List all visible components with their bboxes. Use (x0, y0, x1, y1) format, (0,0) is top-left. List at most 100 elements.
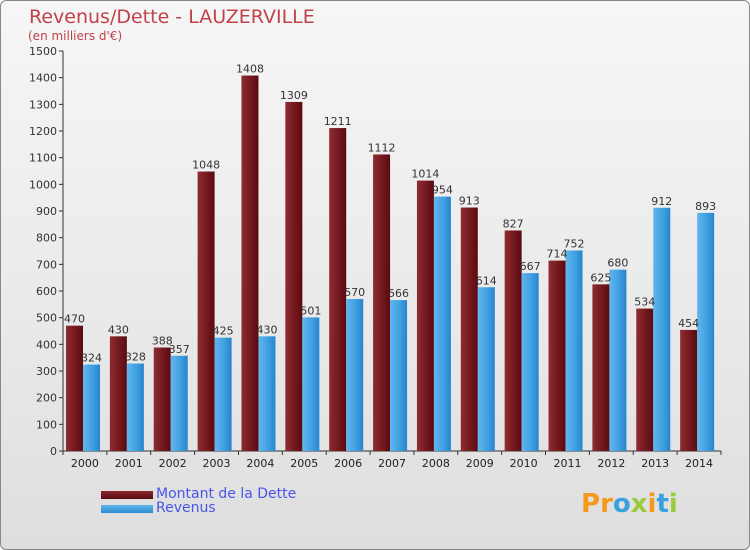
data-label-debt-2010: 827 (503, 217, 524, 230)
data-label-revenue-2013: 912 (651, 195, 672, 208)
data-label-debt-2005: 1309 (280, 89, 308, 102)
y-tick-label: 1400 (29, 72, 57, 85)
data-label-debt-2011: 714 (547, 248, 568, 261)
bar-debt-2006 (329, 128, 347, 452)
bar-debt-2014 (680, 329, 698, 451)
bar-debt-2004 (241, 75, 259, 452)
y-tick-label: 100 (36, 418, 57, 431)
y-tick-label: 1000 (29, 178, 57, 191)
bar-debt-2005 (285, 101, 303, 451)
chart-title: Revenus/Dette - LAUZERVILLE (29, 6, 315, 28)
x-tick-label: 2008 (422, 457, 450, 470)
legend-swatch-revenue (101, 505, 153, 513)
data-label-debt-2008: 1014 (411, 168, 439, 181)
data-label-revenue-2011: 752 (564, 237, 585, 250)
bar-revenue-2000 (83, 364, 100, 451)
x-tick-label: 2001 (115, 457, 143, 470)
y-tick-label: 500 (36, 312, 57, 325)
bar-revenue-2012 (609, 269, 627, 451)
bar-revenue-2002 (170, 355, 188, 451)
x-tick-label: 2003 (203, 457, 231, 470)
x-tick-label: 2012 (597, 457, 625, 470)
y-tick-label: 600 (36, 285, 57, 298)
bar-revenue-2013 (653, 207, 671, 451)
data-label-debt-2001: 430 (108, 323, 129, 336)
bar-debt-2001 (109, 336, 127, 451)
legend-swatch-debt (101, 491, 153, 499)
bar-debt-2008 (416, 180, 434, 451)
data-label-debt-2009: 913 (459, 195, 480, 208)
x-tick-label: 2011 (553, 457, 581, 470)
bar-revenue-2014 (697, 212, 715, 451)
data-label-debt-2002: 388 (152, 335, 173, 348)
y-tick-label: 300 (36, 365, 57, 378)
bar-debt-2007 (373, 154, 391, 451)
data-label-debt-2007: 1112 (368, 141, 396, 154)
data-label-revenue-2014: 893 (695, 200, 716, 213)
y-tick-label: 200 (36, 392, 57, 405)
y-tick-label: 0 (50, 445, 57, 458)
y-tick-label: 800 (36, 232, 57, 245)
chart-subtitle: (en milliers d'€) (28, 29, 123, 43)
proxiti-logo: Proxiti (581, 489, 678, 519)
data-label-debt-2000: 470 (64, 313, 85, 326)
x-tick-label: 2009 (466, 457, 494, 470)
bar-revenue-2003 (214, 337, 232, 451)
bar-debt-2012 (592, 284, 610, 451)
x-tick-label: 2005 (290, 457, 318, 470)
bar-debt-2011 (548, 260, 566, 451)
bar-revenue-2009 (477, 287, 495, 451)
data-label-revenue-2007: 566 (388, 287, 409, 300)
y-tick-label: 900 (36, 205, 57, 218)
legend-label-debt: Montant de la Dette (156, 486, 297, 502)
bar-debt-2009 (460, 207, 478, 451)
bar-revenue-2001 (126, 363, 144, 451)
bar-debt-2013 (636, 308, 654, 451)
data-label-revenue-2010: 667 (520, 260, 541, 273)
y-tick-label: 700 (36, 258, 57, 271)
legend-label-revenue: Revenus (156, 500, 216, 516)
bar-debt-2010 (504, 230, 522, 451)
bar-debt-2003 (197, 171, 215, 452)
data-label-revenue-2012: 680 (607, 257, 628, 270)
x-tick-label: 2004 (246, 457, 274, 470)
data-label-debt-2006: 1211 (324, 115, 352, 128)
x-tick-label: 2007 (378, 457, 406, 470)
data-label-debt-2004: 1408 (236, 63, 264, 76)
bar-debt-2000 (66, 325, 83, 451)
bar-revenue-2005 (302, 317, 320, 451)
data-label-revenue-2004: 430 (256, 323, 277, 336)
data-label-debt-2013: 534 (634, 296, 655, 309)
bar-revenue-2010 (521, 273, 539, 451)
data-label-revenue-2003: 425 (213, 325, 234, 338)
bar-revenue-2007 (390, 300, 408, 451)
y-tick-label: 1200 (29, 125, 57, 138)
y-tick-label: 1300 (29, 98, 57, 111)
data-label-revenue-2001: 328 (125, 351, 146, 364)
data-label-debt-2003: 1048 (192, 159, 220, 172)
bar-debt-2002 (153, 347, 171, 451)
data-label-debt-2014: 454 (678, 317, 699, 330)
bar-revenue-2008 (433, 196, 451, 451)
x-tick-label: 2014 (685, 457, 713, 470)
x-tick-label: 2000 (71, 457, 99, 470)
y-tick-label: 400 (36, 338, 57, 351)
x-tick-label: 2002 (159, 457, 187, 470)
x-tick-label: 2006 (334, 457, 362, 470)
bar-revenue-2004 (258, 336, 276, 451)
data-label-revenue-2000: 324 (81, 352, 102, 365)
data-label-revenue-2006: 570 (344, 286, 365, 299)
y-tick-label: 1500 (29, 45, 57, 58)
data-label-revenue-2008: 954 (432, 184, 453, 197)
data-label-revenue-2002: 357 (169, 343, 190, 356)
y-tick-label: 1100 (29, 152, 57, 165)
x-tick-label: 2013 (641, 457, 669, 470)
x-tick-label: 2010 (510, 457, 538, 470)
data-label-debt-2012: 625 (590, 271, 611, 284)
data-label-revenue-2009: 614 (476, 274, 497, 287)
data-label-revenue-2005: 501 (300, 304, 321, 317)
bar-revenue-2006 (346, 299, 364, 451)
bar-revenue-2011 (565, 250, 583, 451)
